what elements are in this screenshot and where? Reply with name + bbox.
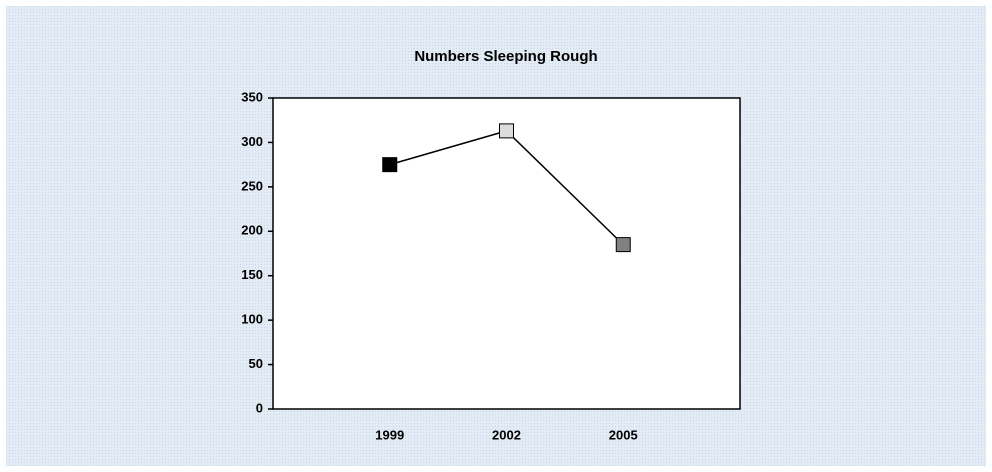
y-tick-label: 300: [241, 134, 263, 149]
data-marker: [615, 237, 631, 253]
y-tick-label: 50: [249, 356, 263, 371]
y-tick-label: 0: [256, 400, 263, 415]
x-tick-label: 2002: [492, 427, 521, 442]
chart-title: Numbers Sleeping Rough: [414, 48, 597, 65]
y-tick-label: 100: [241, 312, 263, 327]
data-marker: [382, 157, 398, 173]
x-tick-label: 1999: [375, 427, 404, 442]
plot-area: [272, 97, 741, 410]
y-tick-label: 200: [241, 223, 263, 238]
data-marker: [499, 123, 514, 139]
x-tick-label: 2005: [609, 427, 638, 442]
y-tick-label: 350: [241, 89, 263, 104]
y-tick-label: 150: [241, 267, 263, 282]
y-tick-label: 250: [241, 178, 263, 193]
